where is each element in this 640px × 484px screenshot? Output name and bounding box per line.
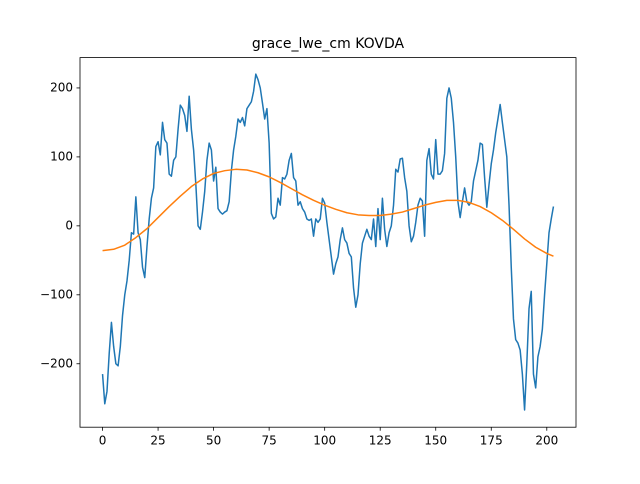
line-series (101, 73, 555, 411)
x-tick-label: 200 (535, 434, 558, 448)
line-series (102, 168, 554, 257)
y-tick-label: 100 (50, 149, 73, 163)
x-tick-label: 25 (150, 434, 165, 448)
y-tick-label: −200 (40, 356, 73, 370)
x-tick-label: 0 (99, 434, 107, 448)
x-tick-label: 50 (206, 434, 221, 448)
y-tick-label: 200 (50, 80, 73, 94)
y-tick-label: −100 (40, 287, 73, 301)
chart-title: grace_lwe_cm KOVDA (252, 36, 405, 52)
y-tick-label: 0 (65, 218, 73, 232)
x-tick-label: 175 (480, 434, 503, 448)
x-tick-label: 100 (313, 434, 336, 448)
x-tick-label: 150 (424, 434, 447, 448)
x-tick-label: 125 (369, 434, 392, 448)
plot-frame (79, 57, 577, 428)
x-tick-label: 75 (261, 434, 276, 448)
